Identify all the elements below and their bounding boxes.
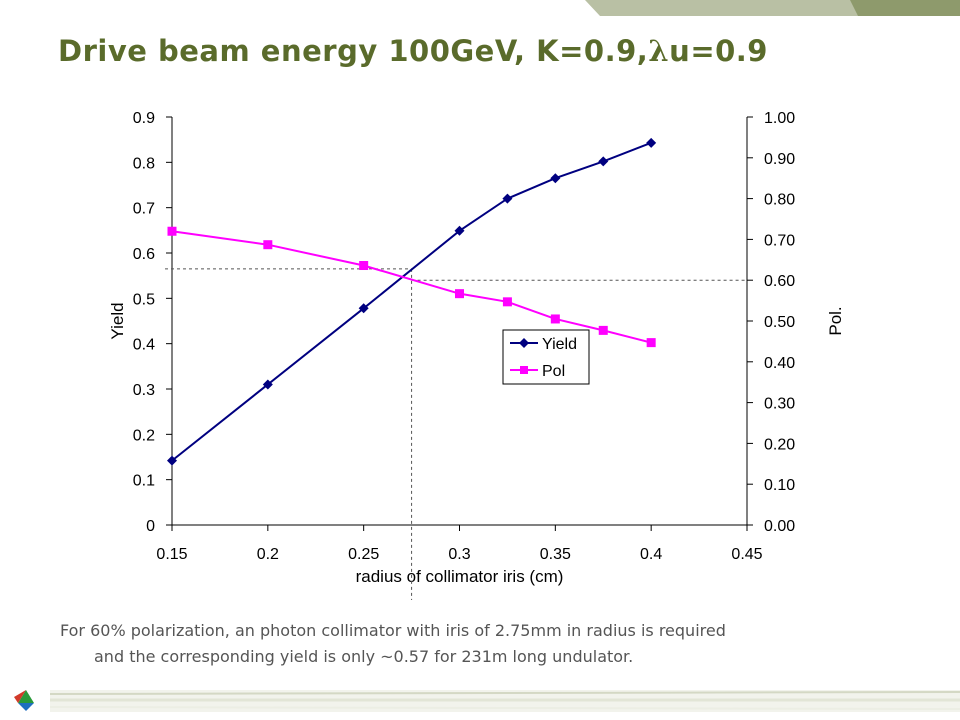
series-pol-point bbox=[167, 226, 177, 236]
y2-tick-label: 0.30 bbox=[764, 396, 795, 413]
y2-tick-label: 1.00 bbox=[764, 110, 795, 127]
series-yield-point bbox=[646, 137, 657, 148]
y-tick-label: 0 bbox=[146, 518, 155, 535]
series-pol-point bbox=[646, 338, 656, 348]
y-tick-label: 0.2 bbox=[133, 427, 155, 444]
caption-line-2: and the corresponding yield is only ~0.5… bbox=[94, 647, 634, 666]
legend-box bbox=[502, 329, 590, 385]
series-pol-point bbox=[455, 289, 464, 299]
bottom-decoration-line-1 bbox=[49, 691, 960, 695]
series-yield-point bbox=[502, 193, 513, 204]
series-pol-line bbox=[171, 230, 652, 344]
series-pol-point bbox=[598, 325, 608, 335]
y2-tick-label: 0.20 bbox=[764, 436, 795, 453]
top-right-decoration-dark bbox=[850, 0, 960, 16]
x-axis-title: radius of collimator iris (cm) bbox=[356, 567, 564, 586]
series-yield-point bbox=[454, 225, 465, 236]
x-tick-label: 0.35 bbox=[540, 546, 571, 563]
x-tick-label: 0.4 bbox=[640, 546, 662, 563]
logo-icon bbox=[14, 690, 34, 711]
title-rest: u=0.9 bbox=[669, 34, 768, 68]
y-tick-label: 0.7 bbox=[133, 201, 155, 218]
y2-tick-label: 0.40 bbox=[764, 355, 795, 372]
series-yield-point bbox=[167, 455, 177, 466]
caption: For 60% polarization, an photon collimat… bbox=[60, 618, 920, 670]
x-tick-label: 0.45 bbox=[731, 546, 762, 563]
y2-tick-label: 0.70 bbox=[764, 232, 795, 249]
title-lambda: λ bbox=[648, 34, 670, 68]
series-yield-point bbox=[598, 156, 609, 167]
y-tick-label: 0.4 bbox=[133, 337, 155, 354]
y-axis-title: Yield bbox=[108, 302, 127, 339]
legend: Yield Pol bbox=[502, 329, 590, 385]
x-tick-label: 0.25 bbox=[348, 546, 379, 563]
y2-tick-label: 0.90 bbox=[764, 151, 795, 168]
legend-pol-label: Pol bbox=[542, 363, 565, 380]
series-pol-point bbox=[263, 240, 273, 250]
series-pol-point bbox=[502, 297, 512, 307]
series-yield-point bbox=[358, 303, 369, 314]
y2-axis-title: Pol. bbox=[826, 306, 845, 335]
y-tick-label: 0.3 bbox=[133, 382, 155, 399]
legend-pol-marker bbox=[520, 366, 528, 374]
legend-yield-marker bbox=[519, 338, 529, 348]
series-yield-point bbox=[262, 379, 273, 390]
x-tick-label: 0.3 bbox=[448, 546, 470, 563]
y2-tick-label: 0.00 bbox=[764, 518, 795, 535]
y2-tick-label: 0.80 bbox=[764, 192, 795, 209]
y2-tick-label: 0.60 bbox=[764, 273, 795, 290]
series-pol-point bbox=[359, 261, 369, 271]
title-main: Drive beam energy 100GeV, K=0.9, bbox=[58, 34, 649, 68]
series-yield-point bbox=[550, 173, 561, 184]
y2-tick-label: 0.10 bbox=[764, 477, 795, 494]
y-tick-label: 0.8 bbox=[133, 155, 155, 172]
caption-line-1: For 60% polarization, an photon collimat… bbox=[60, 621, 726, 640]
bottom-decoration-line-3 bbox=[49, 706, 960, 710]
series-yield-line bbox=[171, 141, 652, 462]
x-tick-label: 0.2 bbox=[257, 546, 279, 563]
x-tick-label: 0.15 bbox=[156, 546, 187, 563]
y-tick-label: 0.6 bbox=[133, 246, 155, 263]
y2-tick-label: 0.50 bbox=[764, 314, 795, 331]
y-tick-label: 0.1 bbox=[133, 473, 155, 490]
series-pol-point bbox=[550, 314, 560, 324]
y-tick-label: 0.5 bbox=[133, 291, 155, 308]
y-tick-label: 0.9 bbox=[133, 110, 155, 127]
slide-title: Drive beam energy 100GeV, K=0.9,λu=0.9 bbox=[58, 34, 768, 68]
legend-yield-label: Yield bbox=[542, 336, 577, 353]
